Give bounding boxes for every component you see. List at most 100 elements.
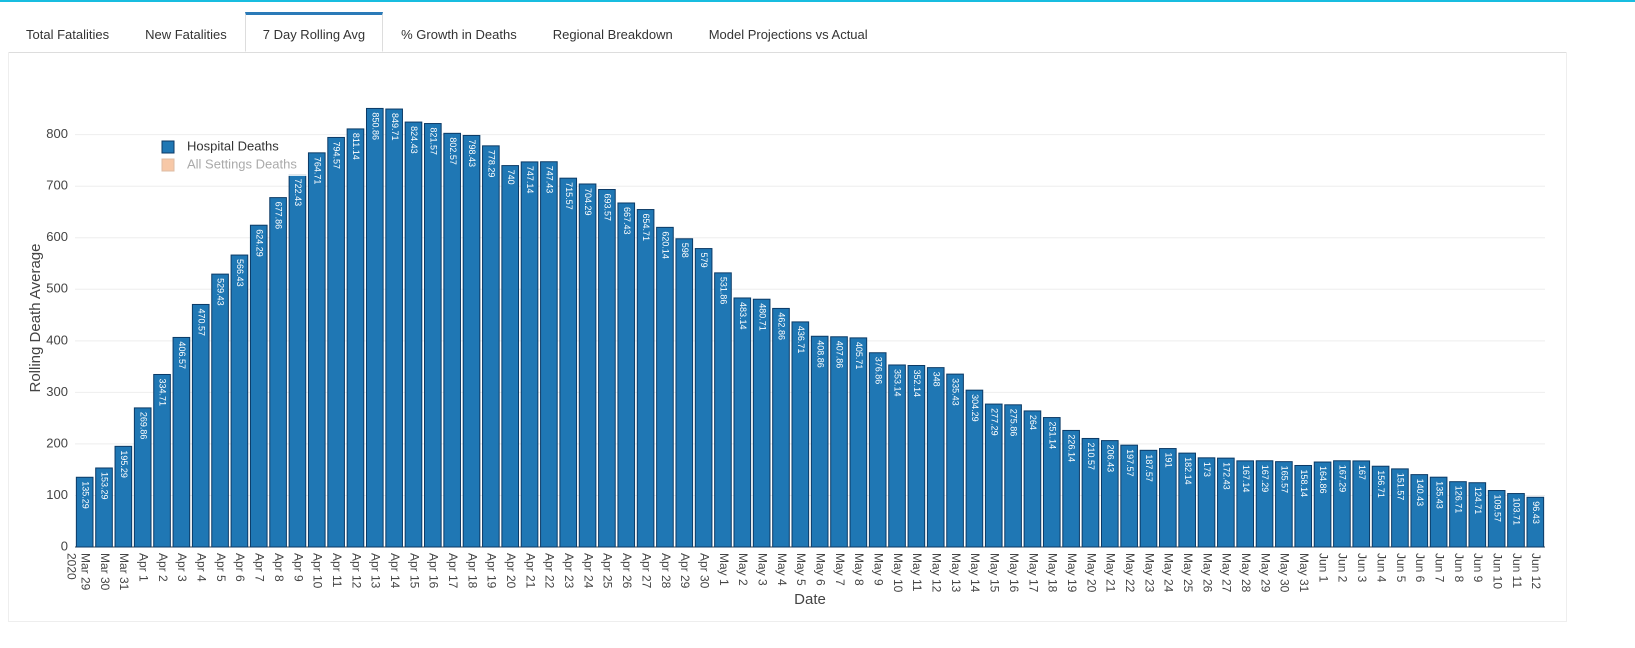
bar	[1333, 460, 1351, 548]
bar-value-label: 334.71	[158, 378, 168, 406]
x-tick-label: Apr 11	[330, 553, 344, 588]
tab[interactable]: % Growth in Deaths	[401, 27, 517, 42]
x-tick-label: May 7	[833, 553, 847, 586]
bar	[888, 364, 906, 548]
bar-value-label: 103.71	[1512, 498, 1522, 526]
bar-value-label: 352.14	[912, 369, 922, 397]
y-tick-label: 100	[46, 487, 68, 502]
bar-value-label: 158.14	[1299, 469, 1309, 497]
x-tick-label: May 6	[813, 553, 827, 586]
bar-value-label: 140.43	[1415, 479, 1425, 507]
bar	[75, 476, 94, 548]
bar-value-label: 677.86	[274, 202, 284, 230]
x-tick-label: Apr 29	[678, 553, 692, 589]
tab[interactable]: Regional Breakdown	[552, 27, 673, 42]
bar	[598, 189, 616, 548]
x-tick-label: May 4	[775, 553, 789, 586]
bar	[211, 273, 229, 548]
bar	[984, 403, 1003, 548]
x-tick-label: Apr 17	[446, 553, 460, 589]
y-tick-label: 400	[46, 332, 68, 347]
x-tick-label: Jun 5	[1394, 553, 1408, 583]
bar	[327, 136, 345, 548]
y-tick-label: 600	[46, 229, 68, 244]
x-tick-label: May 28	[1239, 553, 1253, 593]
bar-value-label: 764.71	[312, 157, 322, 185]
tab[interactable]: 7 Day Rolling Avg	[244, 12, 384, 52]
bar	[559, 177, 578, 548]
bar-value-label: 483.14	[738, 302, 748, 330]
bar-value-label: 462.86	[777, 312, 787, 340]
bar-value-label: 811.14	[351, 133, 361, 160]
bar-value-label: 376.86	[873, 357, 883, 385]
x-tick-label: Jun 2	[1336, 553, 1350, 583]
bar	[1100, 440, 1119, 548]
x-tick-label: May 24	[1162, 553, 1176, 593]
bar	[1449, 481, 1467, 548]
y-tick-label: 800	[46, 126, 68, 141]
bar-value-label: 667.43	[622, 207, 632, 235]
bar-value-label: 277.29	[989, 408, 999, 436]
x-tick-label: May 9	[872, 553, 886, 586]
legend-label: All Settings Deaths	[187, 156, 297, 171]
bar	[1391, 468, 1409, 548]
bar	[1236, 460, 1255, 548]
bar-value-label: 197.57	[1125, 449, 1135, 477]
bar	[346, 128, 365, 548]
bar	[791, 321, 810, 548]
y-tick-label: 500	[46, 281, 68, 296]
y-tick-label: 300	[46, 384, 68, 399]
x-tick-label: May 29	[1258, 553, 1272, 593]
x-tick-label: Jun 7	[1432, 553, 1446, 583]
bar	[772, 307, 790, 548]
bar-value-label: 109.57	[1492, 495, 1502, 523]
bar-value-label: 436.71	[796, 326, 806, 354]
bar-value-label: 598	[680, 243, 690, 258]
bar-value-label: 470.57	[196, 308, 206, 336]
tab-bar: Total Fatalities New Fatalities 7 Day Roll…	[8, 12, 1567, 53]
bar-value-label: 704.29	[583, 188, 593, 216]
bar-value-label: 206.43	[1105, 445, 1115, 473]
bar-value-label: 693.57	[603, 194, 613, 222]
bar-value-label: 151.57	[1396, 473, 1406, 501]
bar-value-label: 167.14	[1241, 465, 1251, 493]
bar	[1410, 474, 1429, 548]
chart-panel	[8, 52, 1567, 622]
x-tick-label: Apr 15	[407, 553, 421, 589]
bar-value-label: 620.14	[661, 231, 671, 259]
x-tick-label: May 12	[930, 553, 944, 593]
x-tick-label: Jun 10	[1490, 553, 1504, 589]
x-tick-label: Apr 23	[562, 553, 576, 589]
bar	[1313, 461, 1332, 548]
x-tick-label: Apr 22	[543, 553, 557, 589]
tab[interactable]: Total Fatalities	[26, 27, 110, 42]
bar-value-label: 167.29	[1338, 465, 1348, 493]
x-tick-label: Jun 4	[1374, 553, 1388, 583]
bar-value-label: 251.14	[1047, 422, 1057, 450]
x-tick-label: Apr 24	[581, 553, 595, 589]
x-tick-label: Apr 5	[214, 553, 228, 582]
x-tick-label: Apr 30	[697, 553, 711, 589]
x-tick-label: Mar 31	[117, 553, 131, 591]
tab[interactable]: New Fatalities	[145, 27, 227, 42]
x-tick-label: May 20	[1084, 553, 1098, 593]
bar	[443, 132, 461, 548]
x-axis-title: Date	[794, 591, 826, 608]
bar-value-label: 406.57	[177, 341, 187, 369]
bar	[288, 174, 307, 548]
bar-value-label: 849.71	[390, 113, 400, 141]
x-tick-label: May 22	[1123, 553, 1137, 593]
bar	[810, 335, 829, 548]
x-tick-label: May 1	[717, 553, 731, 586]
bar-value-label: 408.86	[815, 340, 825, 368]
bar	[95, 467, 113, 548]
x-tick-label: Apr 16	[427, 553, 441, 589]
x-tick-label: Apr 2	[156, 553, 170, 582]
bar	[1294, 464, 1313, 548]
legend-background	[152, 136, 307, 176]
tab[interactable]: Model Projections vs Actual	[708, 27, 868, 42]
x-tick-label: Jun 3	[1355, 553, 1369, 583]
x-tick-label: Apr 18	[465, 553, 479, 589]
bar	[230, 254, 249, 548]
